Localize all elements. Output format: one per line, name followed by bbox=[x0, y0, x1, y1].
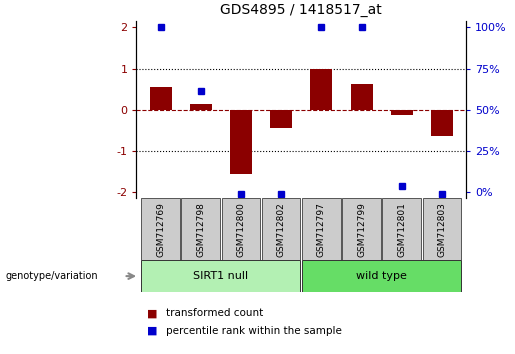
Bar bbox=[141, 198, 180, 260]
Bar bbox=[190, 104, 212, 110]
Bar bbox=[423, 198, 461, 260]
Bar bbox=[302, 198, 340, 260]
Text: GSM712769: GSM712769 bbox=[156, 202, 165, 257]
Text: wild type: wild type bbox=[356, 271, 407, 281]
Text: transformed count: transformed count bbox=[166, 308, 264, 318]
Text: SIRT1 null: SIRT1 null bbox=[193, 271, 248, 281]
Text: GSM712800: GSM712800 bbox=[236, 202, 246, 257]
Text: genotype/variation: genotype/variation bbox=[5, 271, 98, 281]
Text: ■: ■ bbox=[147, 326, 157, 336]
Bar bbox=[391, 110, 413, 115]
Text: GSM712803: GSM712803 bbox=[437, 202, 447, 257]
Bar bbox=[221, 198, 260, 260]
Text: GSM712801: GSM712801 bbox=[397, 202, 406, 257]
Bar bbox=[141, 260, 300, 292]
Bar bbox=[270, 110, 292, 128]
Bar bbox=[342, 198, 381, 260]
Bar bbox=[149, 87, 171, 110]
Bar bbox=[351, 84, 373, 110]
Bar bbox=[311, 69, 332, 110]
Bar bbox=[383, 198, 421, 260]
Bar bbox=[431, 110, 453, 137]
Bar bbox=[302, 260, 461, 292]
Text: percentile rank within the sample: percentile rank within the sample bbox=[166, 326, 342, 336]
Text: GSM712802: GSM712802 bbox=[277, 202, 286, 257]
Text: ■: ■ bbox=[147, 308, 157, 318]
Text: GSM712799: GSM712799 bbox=[357, 202, 366, 257]
Text: GSM712798: GSM712798 bbox=[196, 202, 205, 257]
Text: GSM712797: GSM712797 bbox=[317, 202, 326, 257]
Bar bbox=[181, 198, 220, 260]
Title: GDS4895 / 1418517_at: GDS4895 / 1418517_at bbox=[220, 4, 382, 17]
Bar bbox=[230, 110, 252, 173]
Bar bbox=[262, 198, 300, 260]
